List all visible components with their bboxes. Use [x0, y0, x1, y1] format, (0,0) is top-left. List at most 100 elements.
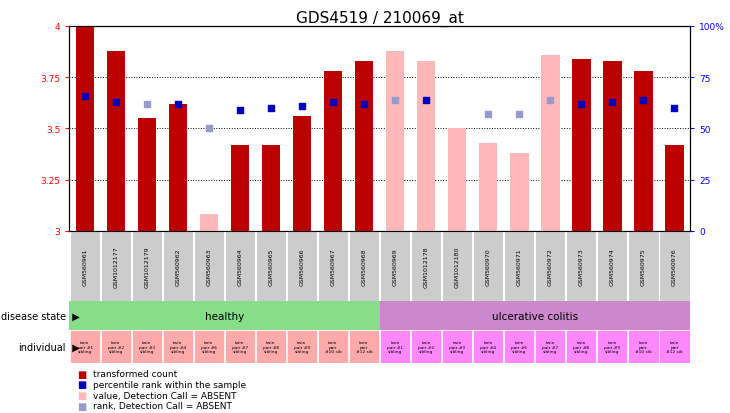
Text: GSM1012180: GSM1012180	[455, 246, 460, 287]
Bar	[323, 72, 342, 231]
Text: GSM560973: GSM560973	[579, 247, 584, 285]
Point	[296, 103, 308, 110]
Point	[669, 105, 680, 112]
Bar	[603, 62, 621, 231]
Text: GSM1012179: GSM1012179	[145, 246, 150, 287]
Point	[203, 126, 215, 132]
Bar	[225, 330, 256, 363]
Text: twin
pair #8
sibling: twin pair #8 sibling	[263, 341, 279, 353]
Text: GSM560972: GSM560972	[548, 247, 553, 285]
Bar	[665, 145, 683, 231]
Point	[110, 99, 122, 106]
Point	[172, 101, 184, 108]
Bar	[101, 231, 131, 301]
Bar	[231, 145, 249, 231]
Text: twin
pair #7
sibling: twin pair #7 sibling	[542, 341, 558, 353]
Bar	[597, 330, 628, 363]
Bar	[69, 231, 100, 301]
Text: GSM560969: GSM560969	[393, 248, 398, 285]
Text: twin
pair #6
sibling: twin pair #6 sibling	[201, 341, 217, 353]
Bar	[169, 104, 187, 231]
Bar	[628, 330, 658, 363]
Point	[327, 99, 339, 106]
Text: twin
pair #4
sibling: twin pair #4 sibling	[170, 341, 186, 353]
Text: twin
pair #1
sibling: twin pair #1 sibling	[77, 341, 93, 353]
Text: rank, Detection Call = ABSENT: rank, Detection Call = ABSENT	[93, 401, 231, 411]
Point	[389, 97, 401, 104]
Text: ■: ■	[77, 401, 86, 411]
Text: twin
pair #2
sibling: twin pair #2 sibling	[108, 341, 124, 353]
Bar	[137, 119, 156, 231]
Bar	[535, 330, 566, 363]
Point	[483, 112, 494, 118]
Text: twin
pair #2
sibling: twin pair #2 sibling	[418, 341, 434, 353]
Text: GSM560961: GSM560961	[82, 248, 88, 285]
Text: GSM560964: GSM560964	[237, 248, 242, 285]
Bar	[659, 231, 690, 301]
Bar	[69, 301, 380, 330]
Bar	[473, 231, 504, 301]
Text: twin
pair
#12 sib: twin pair #12 sib	[666, 341, 683, 353]
Bar	[541, 55, 559, 231]
Text: twin
pair #9
sibling: twin pair #9 sibling	[294, 341, 310, 353]
Text: GSM560968: GSM560968	[361, 248, 366, 285]
Text: GSM560962: GSM560962	[175, 248, 180, 285]
Text: GSM560966: GSM560966	[299, 248, 304, 285]
Text: GSM560970: GSM560970	[485, 248, 491, 285]
Text: GSM1012177: GSM1012177	[113, 246, 118, 287]
Point	[141, 101, 153, 108]
Point	[513, 112, 525, 118]
Bar	[193, 231, 224, 301]
Text: twin
pair #4
sibling: twin pair #4 sibling	[480, 341, 496, 353]
Bar	[255, 231, 286, 301]
Text: GSM560976: GSM560976	[672, 248, 677, 285]
Bar	[101, 330, 131, 363]
Bar	[287, 330, 318, 363]
Text: ■: ■	[77, 380, 86, 389]
Point	[575, 101, 587, 108]
Bar	[131, 330, 162, 363]
Text: twin
pair #1
sibling: twin pair #1 sibling	[387, 341, 403, 353]
Point	[265, 105, 277, 112]
Bar	[442, 330, 472, 363]
Text: healthy: healthy	[205, 311, 244, 321]
Bar	[349, 231, 380, 301]
Bar	[566, 231, 596, 301]
Bar	[385, 51, 404, 231]
Bar	[355, 62, 373, 231]
Bar	[442, 231, 472, 301]
Bar	[225, 231, 256, 301]
Text: GSM560967: GSM560967	[331, 248, 336, 285]
Bar	[131, 231, 162, 301]
Text: ▶: ▶	[66, 311, 80, 321]
Text: ▶: ▶	[66, 342, 80, 352]
Bar	[163, 330, 193, 363]
Point	[234, 107, 246, 114]
Text: twin
pair #6
sibling: twin pair #6 sibling	[511, 341, 527, 353]
Bar	[479, 143, 497, 231]
Bar	[193, 330, 224, 363]
Text: twin
pair #7
sibling: twin pair #7 sibling	[232, 341, 248, 353]
Bar	[535, 231, 566, 301]
Text: value, Detection Call = ABSENT: value, Detection Call = ABSENT	[93, 391, 237, 400]
Bar	[634, 72, 653, 231]
Text: GSM560965: GSM560965	[269, 248, 274, 285]
Text: ■: ■	[77, 369, 86, 379]
Text: transformed count: transformed count	[93, 369, 177, 378]
Text: twin
pair #3
sibling: twin pair #3 sibling	[449, 341, 465, 353]
Bar	[411, 330, 442, 363]
Text: twin
pair
#10 sib: twin pair #10 sib	[325, 341, 342, 353]
Bar	[255, 330, 286, 363]
Point	[637, 97, 649, 104]
Bar	[380, 301, 690, 330]
Bar	[163, 231, 193, 301]
Bar	[318, 231, 348, 301]
Text: GSM560975: GSM560975	[641, 248, 646, 285]
Bar	[107, 51, 126, 231]
Bar	[510, 154, 529, 231]
Bar	[380, 231, 410, 301]
Text: GSM560963: GSM560963	[207, 248, 212, 285]
Bar	[628, 231, 658, 301]
Bar	[380, 330, 410, 363]
Text: ■: ■	[77, 390, 86, 400]
